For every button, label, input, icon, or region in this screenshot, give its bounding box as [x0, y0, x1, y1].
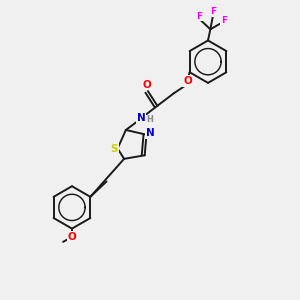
Text: O: O: [183, 76, 192, 86]
Text: F: F: [221, 16, 227, 25]
Text: S: S: [110, 143, 118, 154]
Text: F: F: [210, 7, 216, 16]
Text: F: F: [196, 11, 202, 20]
Text: O: O: [143, 80, 152, 90]
Text: N: N: [146, 128, 154, 138]
Text: N: N: [137, 113, 146, 123]
Text: H: H: [146, 115, 153, 124]
Text: O: O: [68, 232, 76, 242]
